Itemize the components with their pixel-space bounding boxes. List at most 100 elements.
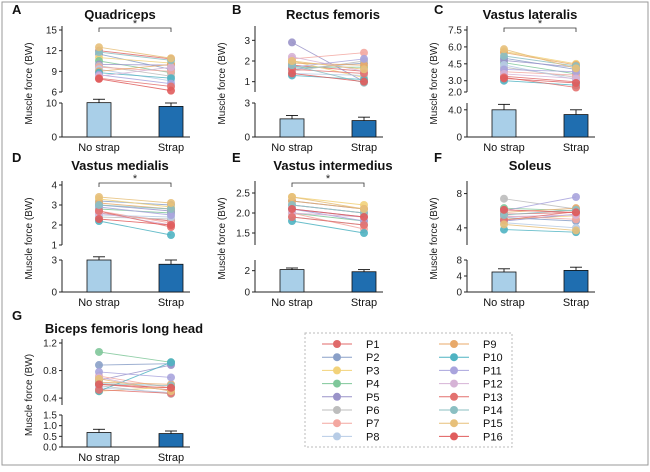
- significance-bracket: [291, 182, 365, 187]
- panel-letter: C: [434, 2, 444, 17]
- participant-line: [291, 58, 365, 68]
- participant-point: [95, 347, 103, 356]
- participant-point: [95, 193, 103, 201]
- significance-bracket: [98, 182, 172, 187]
- legend-marker: [333, 353, 341, 362]
- participant-line: [291, 64, 365, 84]
- upper-tick-label: 2: [244, 57, 250, 68]
- panel-title: Rectus femoris: [286, 7, 380, 22]
- participant-point: [288, 38, 296, 47]
- lower-tick-label: 3: [51, 256, 57, 267]
- participant-point: [95, 215, 103, 223]
- upper-tick-label: 3: [244, 36, 250, 47]
- upper-tick-label: 2.0: [236, 209, 250, 220]
- category-label: No strap: [78, 142, 120, 154]
- legend-label: P16: [483, 431, 503, 443]
- participant-line: [291, 196, 365, 210]
- lower-tick-label: 1.0: [43, 421, 57, 432]
- participant-line: [291, 68, 365, 74]
- bar: [158, 106, 184, 138]
- upper-tick-label: 1: [244, 77, 250, 88]
- participant-point: [95, 367, 103, 376]
- participant-line: [98, 66, 172, 72]
- participant-line: [98, 46, 172, 59]
- upper-tick-label: 0.4: [43, 394, 57, 405]
- category-label: Strap: [351, 297, 377, 309]
- participant-point: [572, 64, 580, 73]
- legend-label: P1: [366, 339, 379, 351]
- panel-E: E Vastus intermedius Muscle force (BW) 1.5 2…: [217, 150, 393, 309]
- bar: [86, 259, 112, 293]
- legend-label: P8: [366, 431, 379, 443]
- category-label: Strap: [158, 452, 184, 464]
- category-label: Strap: [563, 142, 589, 154]
- category-label: Strap: [158, 142, 184, 154]
- participant-point: [167, 63, 175, 72]
- participant-line: [98, 389, 172, 394]
- category-label: No strap: [483, 297, 525, 309]
- category-label: No strap: [271, 142, 313, 154]
- upper-tick-label: 7.5: [448, 26, 462, 37]
- participant-point: [95, 374, 103, 383]
- participant-point: [288, 205, 296, 213]
- participant-point: [167, 221, 175, 229]
- participant-point: [288, 57, 296, 65]
- participant-point: [360, 205, 368, 213]
- legend-label: P4: [366, 379, 379, 391]
- participant-line: [291, 216, 365, 226]
- category-label: No strap: [78, 297, 120, 309]
- participant-line: [503, 71, 577, 76]
- participant-point: [572, 78, 580, 87]
- participant-line: [98, 66, 172, 77]
- lower-tick-label: 4: [456, 272, 462, 283]
- participant-point: [500, 74, 508, 83]
- participant-line: [98, 363, 172, 366]
- participant-point: [360, 229, 368, 237]
- participant-line: [98, 361, 172, 392]
- panel-title: Vastus medialis: [71, 158, 169, 173]
- significance-star: *: [133, 173, 138, 185]
- upper-tick-label: 9: [51, 67, 57, 78]
- participant-point: [95, 74, 103, 83]
- participant-line: [291, 212, 365, 218]
- panel-title: Soleus: [509, 158, 552, 173]
- participant-line: [98, 351, 172, 363]
- participant-line: [291, 208, 365, 218]
- participant-line: [98, 216, 172, 220]
- y-axis-label: Muscle force (BW): [429, 42, 440, 124]
- participant-point: [288, 193, 296, 201]
- upper-tick-label: 0.8: [43, 366, 57, 377]
- participant-point: [500, 194, 508, 203]
- bar: [563, 269, 589, 293]
- legend-label: P14: [483, 405, 503, 417]
- legend-label: P5: [366, 392, 379, 404]
- panel-title: Quadriceps: [84, 7, 156, 22]
- participant-line: [98, 381, 172, 385]
- participant-line: [98, 198, 172, 208]
- bar: [491, 109, 517, 138]
- participant-point: [288, 69, 296, 78]
- lower-tick-label: 0.0: [43, 443, 57, 454]
- y-axis-label: Muscle force (BW): [429, 197, 440, 279]
- legend-marker: [450, 340, 458, 348]
- participant-line: [503, 196, 577, 212]
- y-axis-label: Muscle force (BW): [217, 42, 228, 124]
- participant-point: [167, 54, 175, 63]
- upper-tick-label: 1: [51, 241, 57, 252]
- participant-point: [500, 220, 508, 229]
- bar: [86, 432, 112, 448]
- participant-point: [500, 45, 508, 54]
- upper-tick-label: 6: [51, 88, 57, 99]
- panel-letter: A: [12, 2, 22, 17]
- bar: [491, 271, 517, 293]
- legend-label: P6: [366, 405, 379, 417]
- participant-point: [360, 221, 368, 229]
- bar: [563, 114, 589, 138]
- category-label: No strap: [483, 142, 525, 154]
- panel-title: Biceps femoris long head: [45, 321, 203, 336]
- participant-line: [291, 72, 365, 83]
- y-axis-label: Muscle force (BW): [24, 42, 35, 124]
- participant-line: [98, 63, 172, 66]
